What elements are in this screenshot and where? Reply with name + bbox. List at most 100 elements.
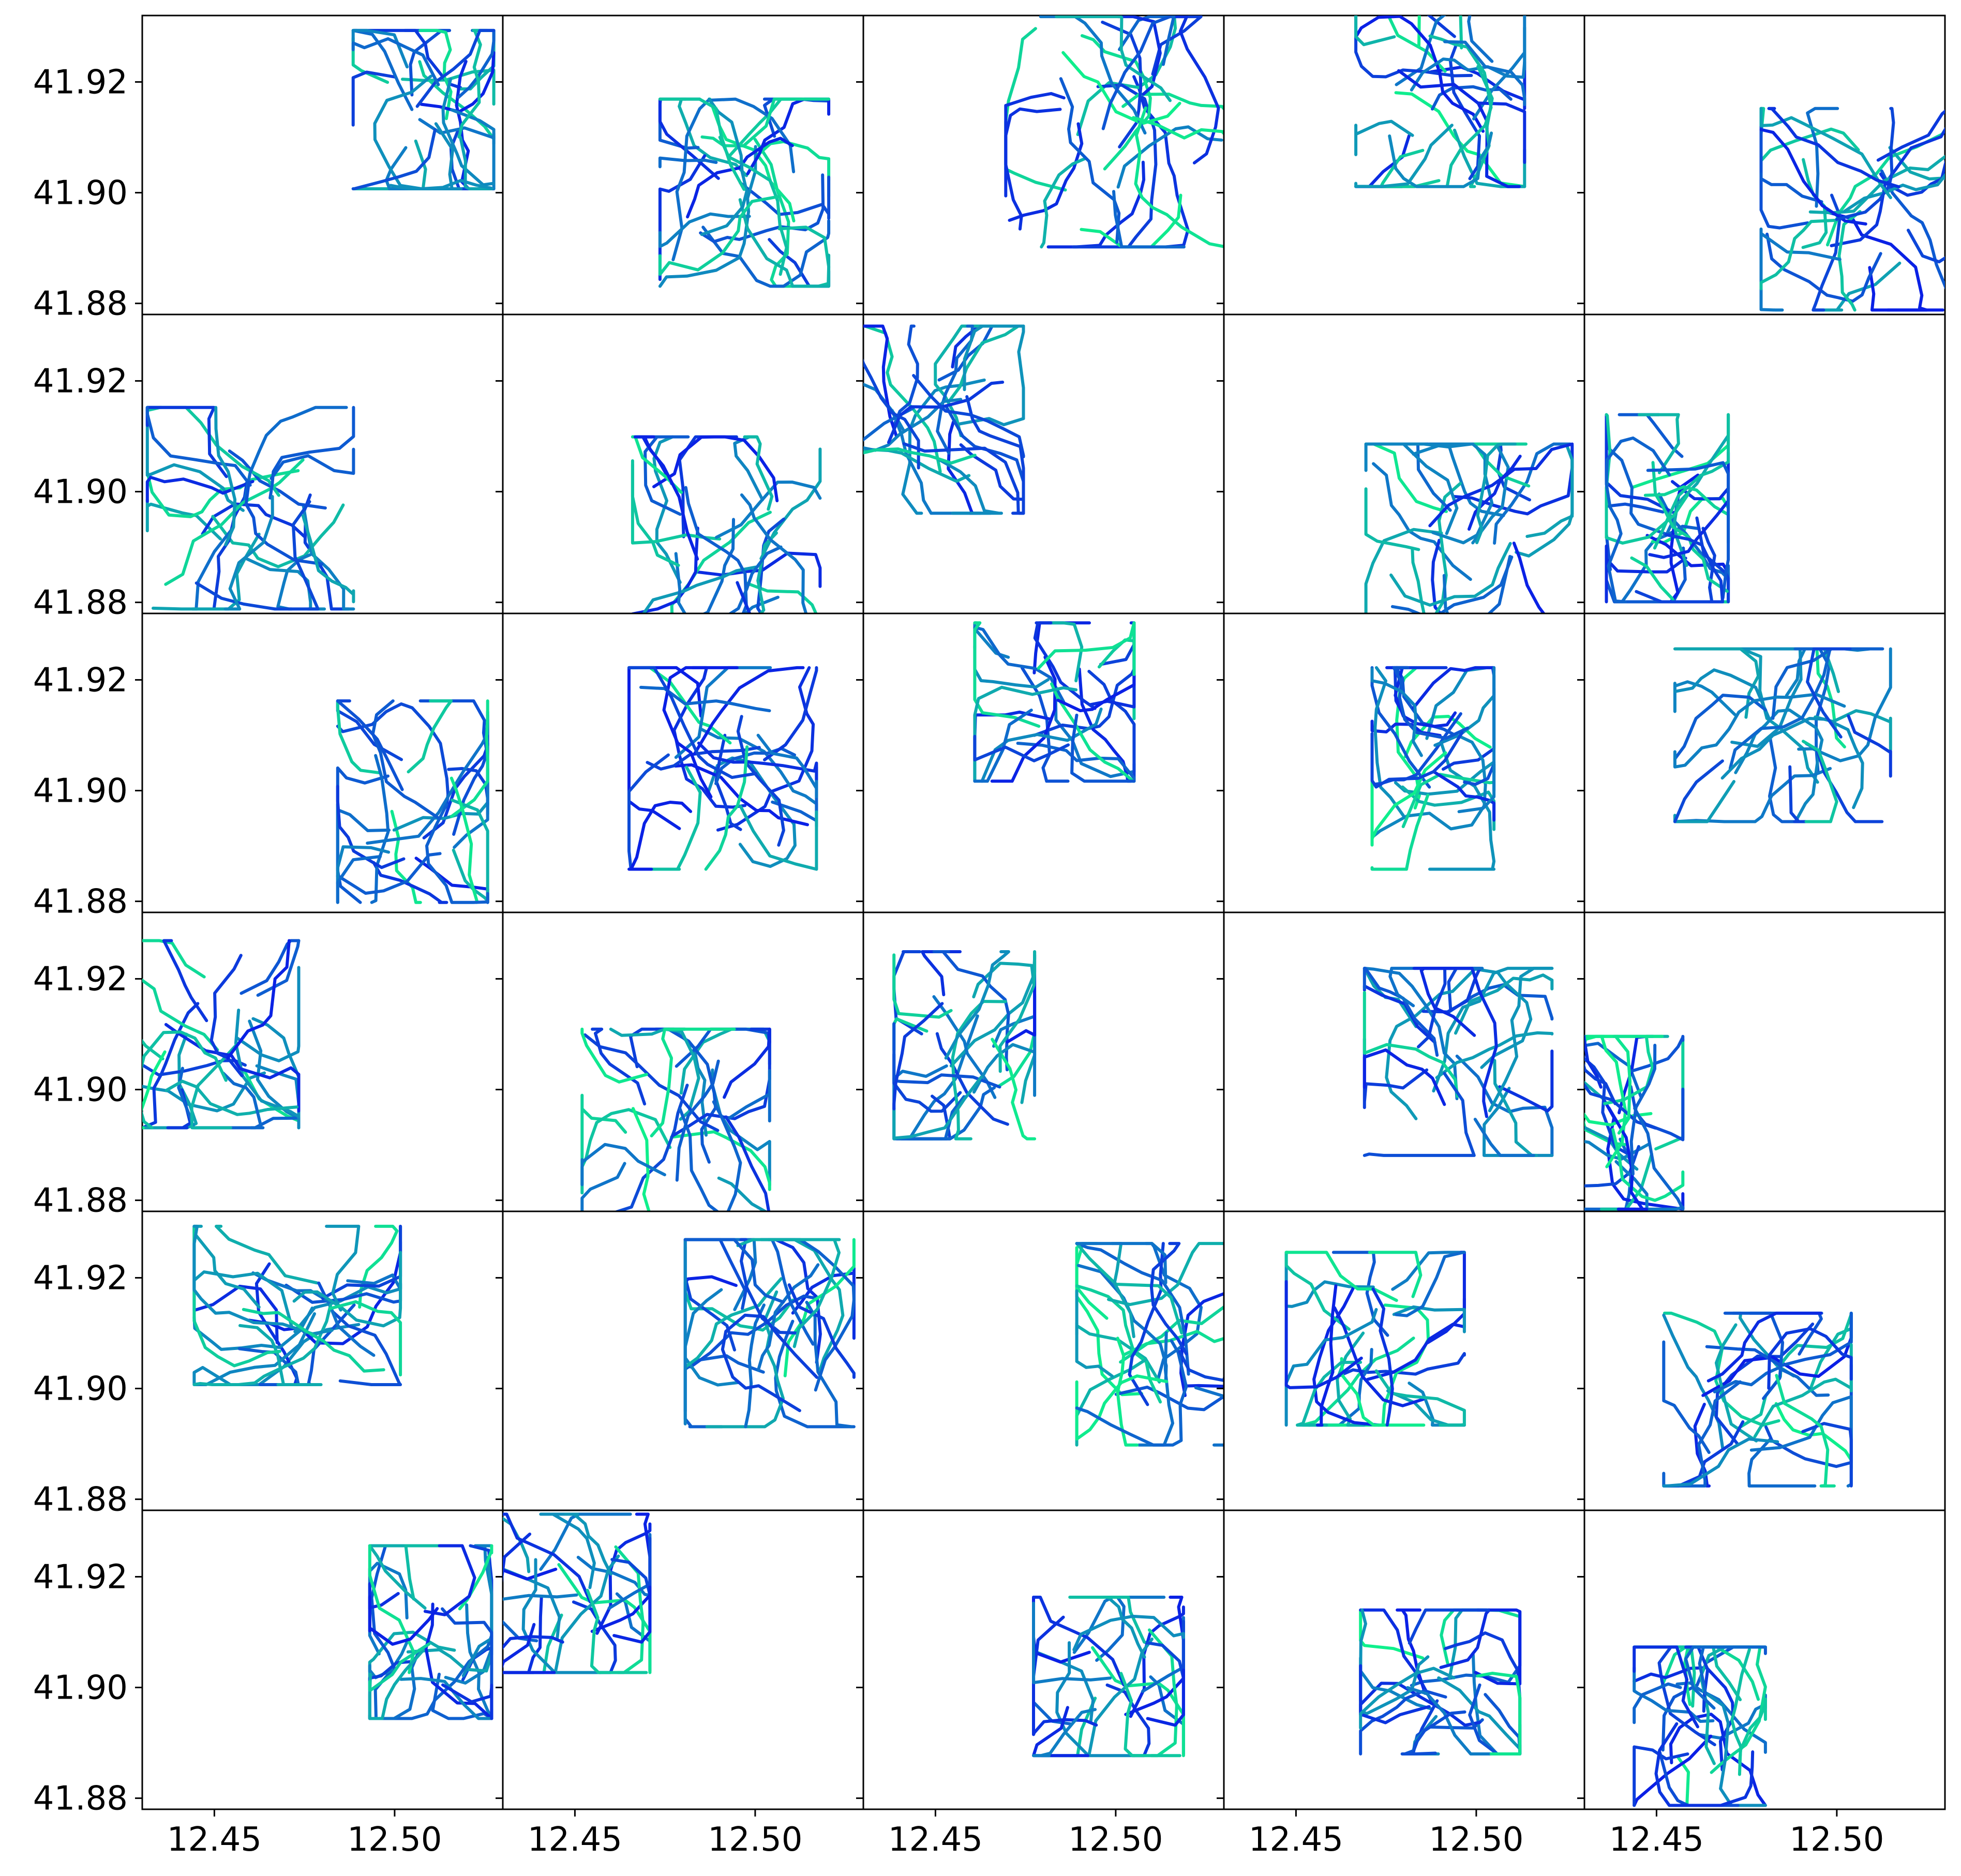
trajectory-line <box>336 702 450 809</box>
trajectory-line <box>1653 413 1730 550</box>
trajectory-line <box>336 785 406 869</box>
trajectory-line <box>1072 1614 1185 1652</box>
trajectory-line <box>192 1224 261 1309</box>
trajectory-line <box>1004 107 1062 231</box>
trajectory-line <box>1835 107 1895 221</box>
trajectory-line <box>717 1176 769 1211</box>
trajectory-line <box>963 324 1025 392</box>
trajectory-group <box>1673 647 1892 823</box>
trajectory-group <box>1584 1034 1685 1211</box>
trajectory-line <box>723 1027 771 1099</box>
trajectory-line <box>1633 1682 1682 1724</box>
trajectory-line <box>1584 1083 1657 1130</box>
trajectory-group <box>351 28 496 190</box>
trajectory-line <box>450 699 489 818</box>
trajectory-line <box>1119 1672 1181 1758</box>
y-tick-label: 41.92 <box>33 1259 128 1297</box>
trajectory-line <box>863 358 920 470</box>
trajectory-line <box>736 1238 841 1348</box>
trajectory-line <box>658 145 757 288</box>
trajectory-line <box>1396 1608 1427 1695</box>
trajectory-line <box>728 1069 771 1123</box>
trajectory-line <box>1363 967 1439 1057</box>
trajectory-line <box>863 324 942 473</box>
trajectory-line <box>423 1544 476 1616</box>
trajectory-line <box>1033 621 1097 710</box>
trajectory-line <box>164 458 305 586</box>
trajectory-line <box>1720 717 1864 809</box>
trajectory-group <box>1004 16 1224 249</box>
trajectory-line <box>1016 742 1136 783</box>
trajectory-line <box>1391 1251 1466 1291</box>
trajectory-line <box>1837 210 1862 312</box>
trajectory-line <box>539 1512 632 1571</box>
trajectory-line <box>670 1130 771 1191</box>
y-tick-label: 41.90 <box>33 1669 128 1707</box>
trajectory-line <box>145 406 252 487</box>
trajectory-line <box>686 137 794 219</box>
trajectory-line <box>1706 1311 1823 1383</box>
trajectory-line <box>756 1263 820 1372</box>
trajectory-line <box>1806 647 1852 739</box>
trajectory-line <box>893 324 919 426</box>
trajectory-line <box>503 1533 564 1650</box>
trajectory-line <box>1759 227 1842 312</box>
panel-4-3 <box>856 911 1225 1212</box>
trajectory-line <box>743 435 774 511</box>
trajectory-line <box>1476 1672 1522 1755</box>
panel-1-5 <box>1577 14 1946 316</box>
trajectory-line <box>658 97 746 191</box>
trajectory-line <box>1654 1722 1755 1807</box>
trajectory-line <box>1101 16 1172 130</box>
trajectory-line <box>674 666 772 759</box>
trajectory-line <box>1747 1438 1817 1488</box>
trajectory-line <box>662 666 739 799</box>
trajectory-line <box>368 1544 431 1610</box>
trajectory-line <box>1646 461 1730 600</box>
panel-3-3 <box>856 612 1225 913</box>
trajectory-line <box>373 74 493 190</box>
trajectory-line <box>256 939 301 997</box>
trajectory-line <box>1669 1713 1767 1807</box>
trajectory-line <box>739 1238 798 1335</box>
trajectory-line <box>658 212 751 248</box>
panel-frame <box>1583 1509 1946 1810</box>
trajectory-line <box>503 1517 531 1573</box>
trajectory-line <box>1359 1689 1447 1755</box>
trajectory-line <box>1584 1139 1651 1161</box>
panel-3-1 <box>135 612 504 913</box>
trajectory-line <box>1354 16 1485 133</box>
trajectory-line <box>1673 767 1832 823</box>
trajectory-line <box>1673 780 1735 823</box>
trajectory-line <box>1128 1242 1165 1406</box>
trajectory-line <box>1765 232 1882 303</box>
trajectory-line <box>441 78 496 187</box>
trajectory-line <box>652 435 682 584</box>
trajectory-line <box>935 1032 1009 1126</box>
trajectory-line <box>1907 229 1945 264</box>
trajectory-line <box>1429 61 1526 110</box>
x-tick-label: 12.50 <box>1789 1821 1884 1859</box>
trajectory-line <box>223 495 274 611</box>
trajectory-group <box>863 324 1025 515</box>
trajectory-line <box>162 939 208 1023</box>
panel-frame <box>141 14 504 316</box>
trajectory-line <box>221 1071 265 1130</box>
trajectory-line <box>238 1324 323 1386</box>
trajectory-line <box>1633 1106 1685 1211</box>
trajectory-line <box>1032 1708 1097 1758</box>
trajectory-line <box>166 1088 192 1130</box>
trajectory-line <box>1354 119 1414 156</box>
x-tick-label: 12.45 <box>528 1821 622 1859</box>
trajectory-line <box>958 324 1025 427</box>
trajectory-line <box>425 803 489 904</box>
trajectory-line <box>1498 1049 1554 1113</box>
trajectory-group <box>658 97 831 288</box>
trajectory-line <box>1354 16 1396 47</box>
trajectory-line <box>209 954 244 1077</box>
trajectory-line <box>1768 737 1817 823</box>
panel-frame <box>1583 1210 1946 1511</box>
trajectory-line <box>1605 436 1671 604</box>
trajectory-line <box>503 1619 538 1643</box>
